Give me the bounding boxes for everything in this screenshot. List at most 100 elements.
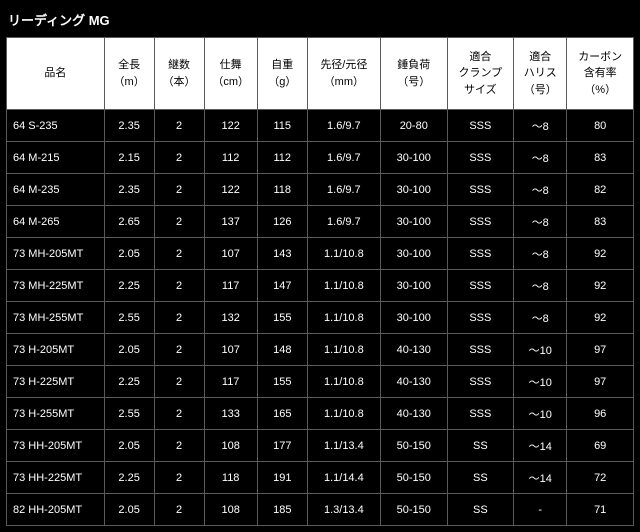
product-name-cell: 64 M-235 bbox=[7, 174, 105, 206]
header-cell: 継数（本） bbox=[154, 38, 204, 110]
spec-cell: SS bbox=[447, 430, 514, 462]
spec-cell: 117 bbox=[204, 366, 257, 398]
spec-cell: 2 bbox=[154, 462, 204, 494]
spec-cell: 30-100 bbox=[380, 270, 447, 302]
product-name-cell: 64 M-265 bbox=[7, 206, 105, 238]
spec-cell: 2 bbox=[154, 174, 204, 206]
spec-cell: 82 bbox=[567, 174, 634, 206]
table-row: 64 M-2152.1521121121.6/9.730-100SSS～883 bbox=[7, 142, 634, 174]
spec-cell: 118 bbox=[257, 174, 307, 206]
spec-cell: 117 bbox=[204, 270, 257, 302]
spec-cell: 2.05 bbox=[104, 430, 154, 462]
spec-cell: ～10 bbox=[514, 398, 567, 430]
spec-cell: 1.6/9.7 bbox=[307, 206, 380, 238]
spec-cell: 2.25 bbox=[104, 366, 154, 398]
spec-cell: 132 bbox=[204, 302, 257, 334]
table-row: 73 MH-205MT2.0521071431.1/10.830-100SSS～… bbox=[7, 238, 634, 270]
spec-cell: 2 bbox=[154, 430, 204, 462]
table-body: 64 S-2352.3521221151.6/9.720-80SSS～88064… bbox=[7, 110, 634, 526]
spec-cell: 2 bbox=[154, 110, 204, 142]
product-name-cell: 73 H-205MT bbox=[7, 334, 105, 366]
product-name-cell: 73 MH-225MT bbox=[7, 270, 105, 302]
spec-cell: 83 bbox=[567, 142, 634, 174]
header-cell: 自重（g） bbox=[257, 38, 307, 110]
spec-cell: 30-100 bbox=[380, 142, 447, 174]
table-title: リーディング MG bbox=[6, 6, 634, 37]
spec-cell: SSS bbox=[447, 366, 514, 398]
spec-cell: 40-130 bbox=[380, 398, 447, 430]
spec-cell: 80 bbox=[567, 110, 634, 142]
header-cell: 先径/元径（mm） bbox=[307, 38, 380, 110]
header-cell: 仕舞（cm） bbox=[204, 38, 257, 110]
header-row: 品名全長（m）継数（本）仕舞（cm）自重（g）先径/元径（mm）錘負荷（号）適合… bbox=[7, 38, 634, 110]
spec-cell: 2.35 bbox=[104, 110, 154, 142]
spec-cell: 1.6/9.7 bbox=[307, 174, 380, 206]
spec-cell: 137 bbox=[204, 206, 257, 238]
table-row: 64 M-2352.3521221181.6/9.730-100SSS～882 bbox=[7, 174, 634, 206]
spec-cell: 115 bbox=[257, 110, 307, 142]
product-name-cell: 73 H-255MT bbox=[7, 398, 105, 430]
spec-cell: 112 bbox=[204, 142, 257, 174]
spec-cell: 40-130 bbox=[380, 334, 447, 366]
spec-cell: 1.1/10.8 bbox=[307, 270, 380, 302]
spec-cell: SSS bbox=[447, 142, 514, 174]
spec-cell: SSS bbox=[447, 270, 514, 302]
spec-cell: 1.6/9.7 bbox=[307, 110, 380, 142]
spec-cell: ～8 bbox=[514, 110, 567, 142]
spec-cell: 1.6/9.7 bbox=[307, 142, 380, 174]
spec-cell: 72 bbox=[567, 462, 634, 494]
spec-cell: ～8 bbox=[514, 238, 567, 270]
header-cell: 適合クランプサイズ bbox=[447, 38, 514, 110]
spec-cell: 96 bbox=[567, 398, 634, 430]
spec-cell: 122 bbox=[204, 110, 257, 142]
spec-cell: ～10 bbox=[514, 334, 567, 366]
spec-cell: 1.1/10.8 bbox=[307, 366, 380, 398]
spec-cell: 2.55 bbox=[104, 398, 154, 430]
spec-cell: SSS bbox=[447, 174, 514, 206]
spec-cell: 133 bbox=[204, 398, 257, 430]
spec-cell: 2 bbox=[154, 366, 204, 398]
spec-cell: 97 bbox=[567, 334, 634, 366]
table-row: 73 MH-225MT2.2521171471.1/10.830-100SSS～… bbox=[7, 270, 634, 302]
spec-cell: 155 bbox=[257, 366, 307, 398]
table-row: 73 HH-225MT2.2521181911.1/14.450-150SS～1… bbox=[7, 462, 634, 494]
table-row: 73 H-255MT2.5521331651.1/10.840-130SSS～1… bbox=[7, 398, 634, 430]
spec-cell: 118 bbox=[204, 462, 257, 494]
spec-cell: 108 bbox=[204, 430, 257, 462]
spec-cell: ～10 bbox=[514, 366, 567, 398]
spec-cell: 92 bbox=[567, 302, 634, 334]
spec-cell: 2 bbox=[154, 398, 204, 430]
spec-cell: 2 bbox=[154, 334, 204, 366]
header-cell: 錘負荷（号） bbox=[380, 38, 447, 110]
spec-cell: 2 bbox=[154, 302, 204, 334]
spec-cell: 2.35 bbox=[104, 174, 154, 206]
spec-cell: 30-100 bbox=[380, 302, 447, 334]
spec-cell: 1.1/10.8 bbox=[307, 398, 380, 430]
header-cell: 適合ハリス（号） bbox=[514, 38, 567, 110]
spec-cell: 177 bbox=[257, 430, 307, 462]
table-row: 64 S-2352.3521221151.6/9.720-80SSS～880 bbox=[7, 110, 634, 142]
spec-cell: SSS bbox=[447, 334, 514, 366]
spec-cell: 1.1/10.8 bbox=[307, 334, 380, 366]
product-name-cell: 73 HH-205MT bbox=[7, 430, 105, 462]
spec-cell: SSS bbox=[447, 238, 514, 270]
product-name-cell: 73 MH-255MT bbox=[7, 302, 105, 334]
spec-cell: ～14 bbox=[514, 430, 567, 462]
spec-cell: 2.65 bbox=[104, 206, 154, 238]
spec-cell: 30-100 bbox=[380, 238, 447, 270]
header-cell: 品名 bbox=[7, 38, 105, 110]
product-name-cell: 64 M-215 bbox=[7, 142, 105, 174]
spec-cell: 97 bbox=[567, 366, 634, 398]
spec-cell: 122 bbox=[204, 174, 257, 206]
spec-cell: ～8 bbox=[514, 206, 567, 238]
spec-cell: SSS bbox=[447, 110, 514, 142]
spec-cell: 1.1/10.8 bbox=[307, 302, 380, 334]
header-cell: カーボン含有率（%） bbox=[567, 38, 634, 110]
spec-cell: 191 bbox=[257, 462, 307, 494]
spec-cell: 2 bbox=[154, 270, 204, 302]
product-name-cell: 73 MH-205MT bbox=[7, 238, 105, 270]
spec-cell: 1.1/13.4 bbox=[307, 430, 380, 462]
table-row: 64 M-2652.6521371261.6/9.730-100SSS～883 bbox=[7, 206, 634, 238]
spec-cell: SSS bbox=[447, 398, 514, 430]
spec-cell: 69 bbox=[567, 430, 634, 462]
